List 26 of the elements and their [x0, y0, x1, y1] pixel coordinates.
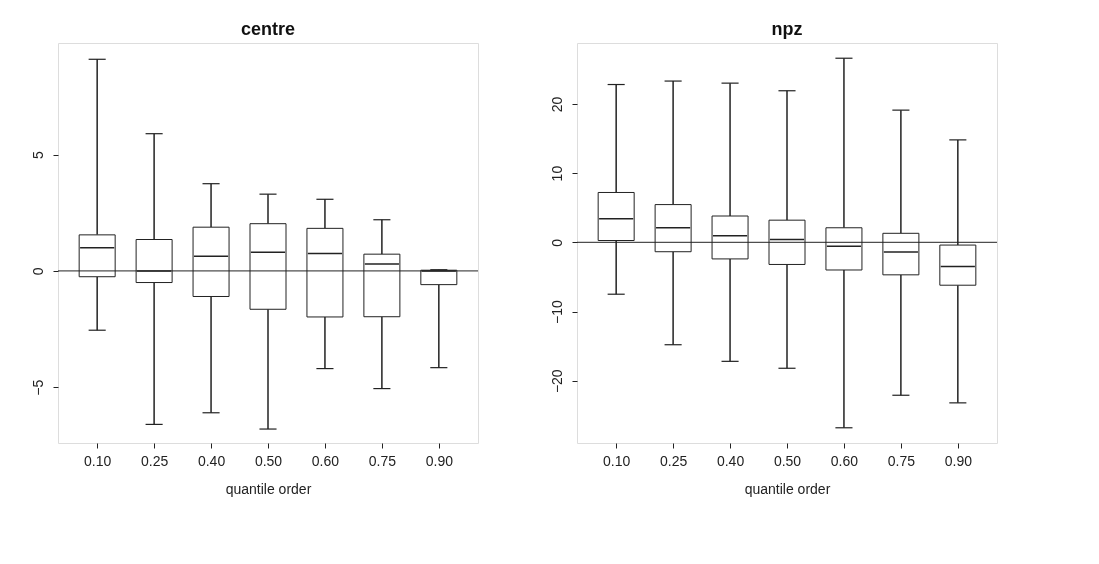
- x-tick-label: 0.75: [887, 452, 916, 469]
- y-tick-label: −10: [548, 299, 565, 324]
- x-tick-label: 0.90: [944, 452, 973, 469]
- x-tick-label: 0.25: [659, 452, 688, 469]
- chart-title: centre: [240, 19, 296, 39]
- x-axis-title: quantile order: [225, 480, 312, 497]
- y-tick-label: 10: [548, 165, 565, 182]
- x-tick-label: 0.50: [254, 452, 283, 469]
- x-tick-label: 0.40: [197, 452, 226, 469]
- y-tick-label: 5: [29, 151, 46, 160]
- y-tick-label: −20: [548, 369, 565, 394]
- x-tick-label: 0.10: [603, 452, 631, 469]
- x-tick-label: 0.60: [311, 452, 340, 469]
- y-tick-label: 20: [548, 96, 565, 113]
- x-tick-label: 0.75: [368, 452, 397, 469]
- x-tick-label: 0.25: [140, 452, 169, 469]
- x-tick-label: 0.40: [716, 452, 745, 469]
- x-axis-title: quantile order: [744, 480, 831, 497]
- x-tick-label: 0.50: [773, 452, 802, 469]
- y-tick-label: 0: [29, 267, 46, 276]
- x-tick-label: 0.60: [830, 452, 859, 469]
- x-tick-label: 0.10: [84, 452, 112, 469]
- y-tick-label: 0: [548, 238, 565, 247]
- chart-title: npz: [771, 19, 803, 39]
- x-tick-label: 0.90: [425, 452, 454, 469]
- y-tick-label: −5: [29, 379, 46, 396]
